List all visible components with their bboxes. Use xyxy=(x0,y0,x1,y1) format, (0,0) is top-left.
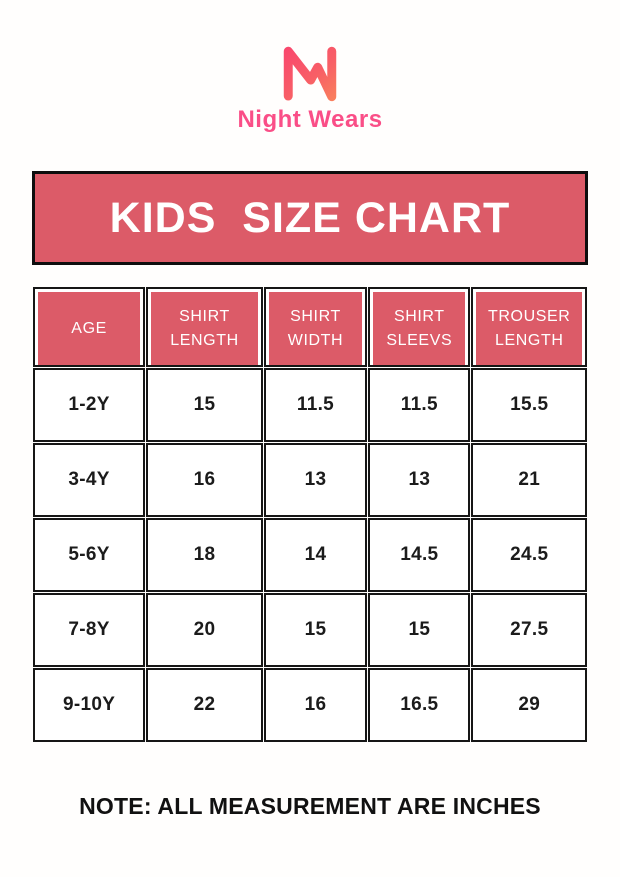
value-cell: 20 xyxy=(146,593,263,667)
brand-name: Night Wears xyxy=(237,106,383,133)
table-row: 7-8Y 20 15 15 27.5 xyxy=(33,593,587,667)
value-cell: 16 xyxy=(263,668,368,742)
table-row: 1-2Y 15 11.5 11.5 15.5 xyxy=(33,368,587,442)
value-cell: 15 xyxy=(263,593,368,667)
header-cell-shirt-length: SHIRT LENGTH xyxy=(146,287,263,367)
title-banner-text: KIDS SIZE CHART xyxy=(109,193,511,242)
size-table-body: 1-2Y 15 11.5 11.5 15.5 3-4Y 16 13 13 21 … xyxy=(33,368,587,742)
value-cell: 11.5 xyxy=(368,368,471,442)
header-cell-shirt-width: SHIRT WIDTH xyxy=(263,287,368,367)
header-row: AGE SHIRT LENGTH SHIRT WIDTH SHIRT SLEEV… xyxy=(33,287,587,367)
value-cell: 15 xyxy=(368,593,471,667)
table-row: 9-10Y 22 16 16.5 29 xyxy=(33,668,587,742)
header-cell-age: AGE xyxy=(33,287,146,367)
value-cell: 18 xyxy=(146,518,263,592)
value-cell: 27.5 xyxy=(471,593,587,667)
brand-logo: Night Wears xyxy=(0,42,620,134)
header-cell-shirt-sleevs: SHIRT SLEEVS xyxy=(368,287,471,367)
age-cell: 9-10Y xyxy=(33,668,146,742)
header-label: SHIRT SLEEVS xyxy=(386,308,453,349)
value-cell: 15.5 xyxy=(471,368,587,442)
title-banner: KIDS SIZE CHART xyxy=(32,171,588,265)
measurement-note: NOTE: ALL MEASUREMENT ARE INCHES xyxy=(79,793,541,819)
value-cell: 21 xyxy=(471,443,587,517)
header-label: SHIRT WIDTH xyxy=(287,308,344,349)
age-cell: 3-4Y xyxy=(33,443,146,517)
age-cell: 1-2Y xyxy=(33,368,146,442)
header-label: AGE xyxy=(71,319,107,337)
size-table: AGE SHIRT LENGTH SHIRT WIDTH SHIRT SLEEV… xyxy=(32,286,588,743)
value-cell: 24.5 xyxy=(471,518,587,592)
header-cell-trouser-length: TROUSER LENGTH xyxy=(471,287,587,367)
value-cell: 13 xyxy=(368,443,471,517)
value-cell: 29 xyxy=(471,668,587,742)
value-cell: 16.5 xyxy=(368,668,471,742)
header-label: TROUSER LENGTH xyxy=(488,308,571,349)
value-cell: 16 xyxy=(146,443,263,517)
value-cell: 22 xyxy=(146,668,263,742)
value-cell: 14.5 xyxy=(368,518,471,592)
size-table-wrap: AGE SHIRT LENGTH SHIRT WIDTH SHIRT SLEEV… xyxy=(32,286,588,743)
size-table-header: AGE SHIRT LENGTH SHIRT WIDTH SHIRT SLEEV… xyxy=(33,287,587,367)
night-wears-n-monogram-icon xyxy=(283,46,337,102)
header-label: SHIRT LENGTH xyxy=(170,308,239,349)
table-row: 5-6Y 18 14 14.5 24.5 xyxy=(33,518,587,592)
table-row: 3-4Y 16 13 13 21 xyxy=(33,443,587,517)
age-cell: 5-6Y xyxy=(33,518,146,592)
value-cell: 11.5 xyxy=(263,368,368,442)
value-cell: 13 xyxy=(263,443,368,517)
age-cell: 7-8Y xyxy=(33,593,146,667)
value-cell: 15 xyxy=(146,368,263,442)
value-cell: 14 xyxy=(263,518,368,592)
